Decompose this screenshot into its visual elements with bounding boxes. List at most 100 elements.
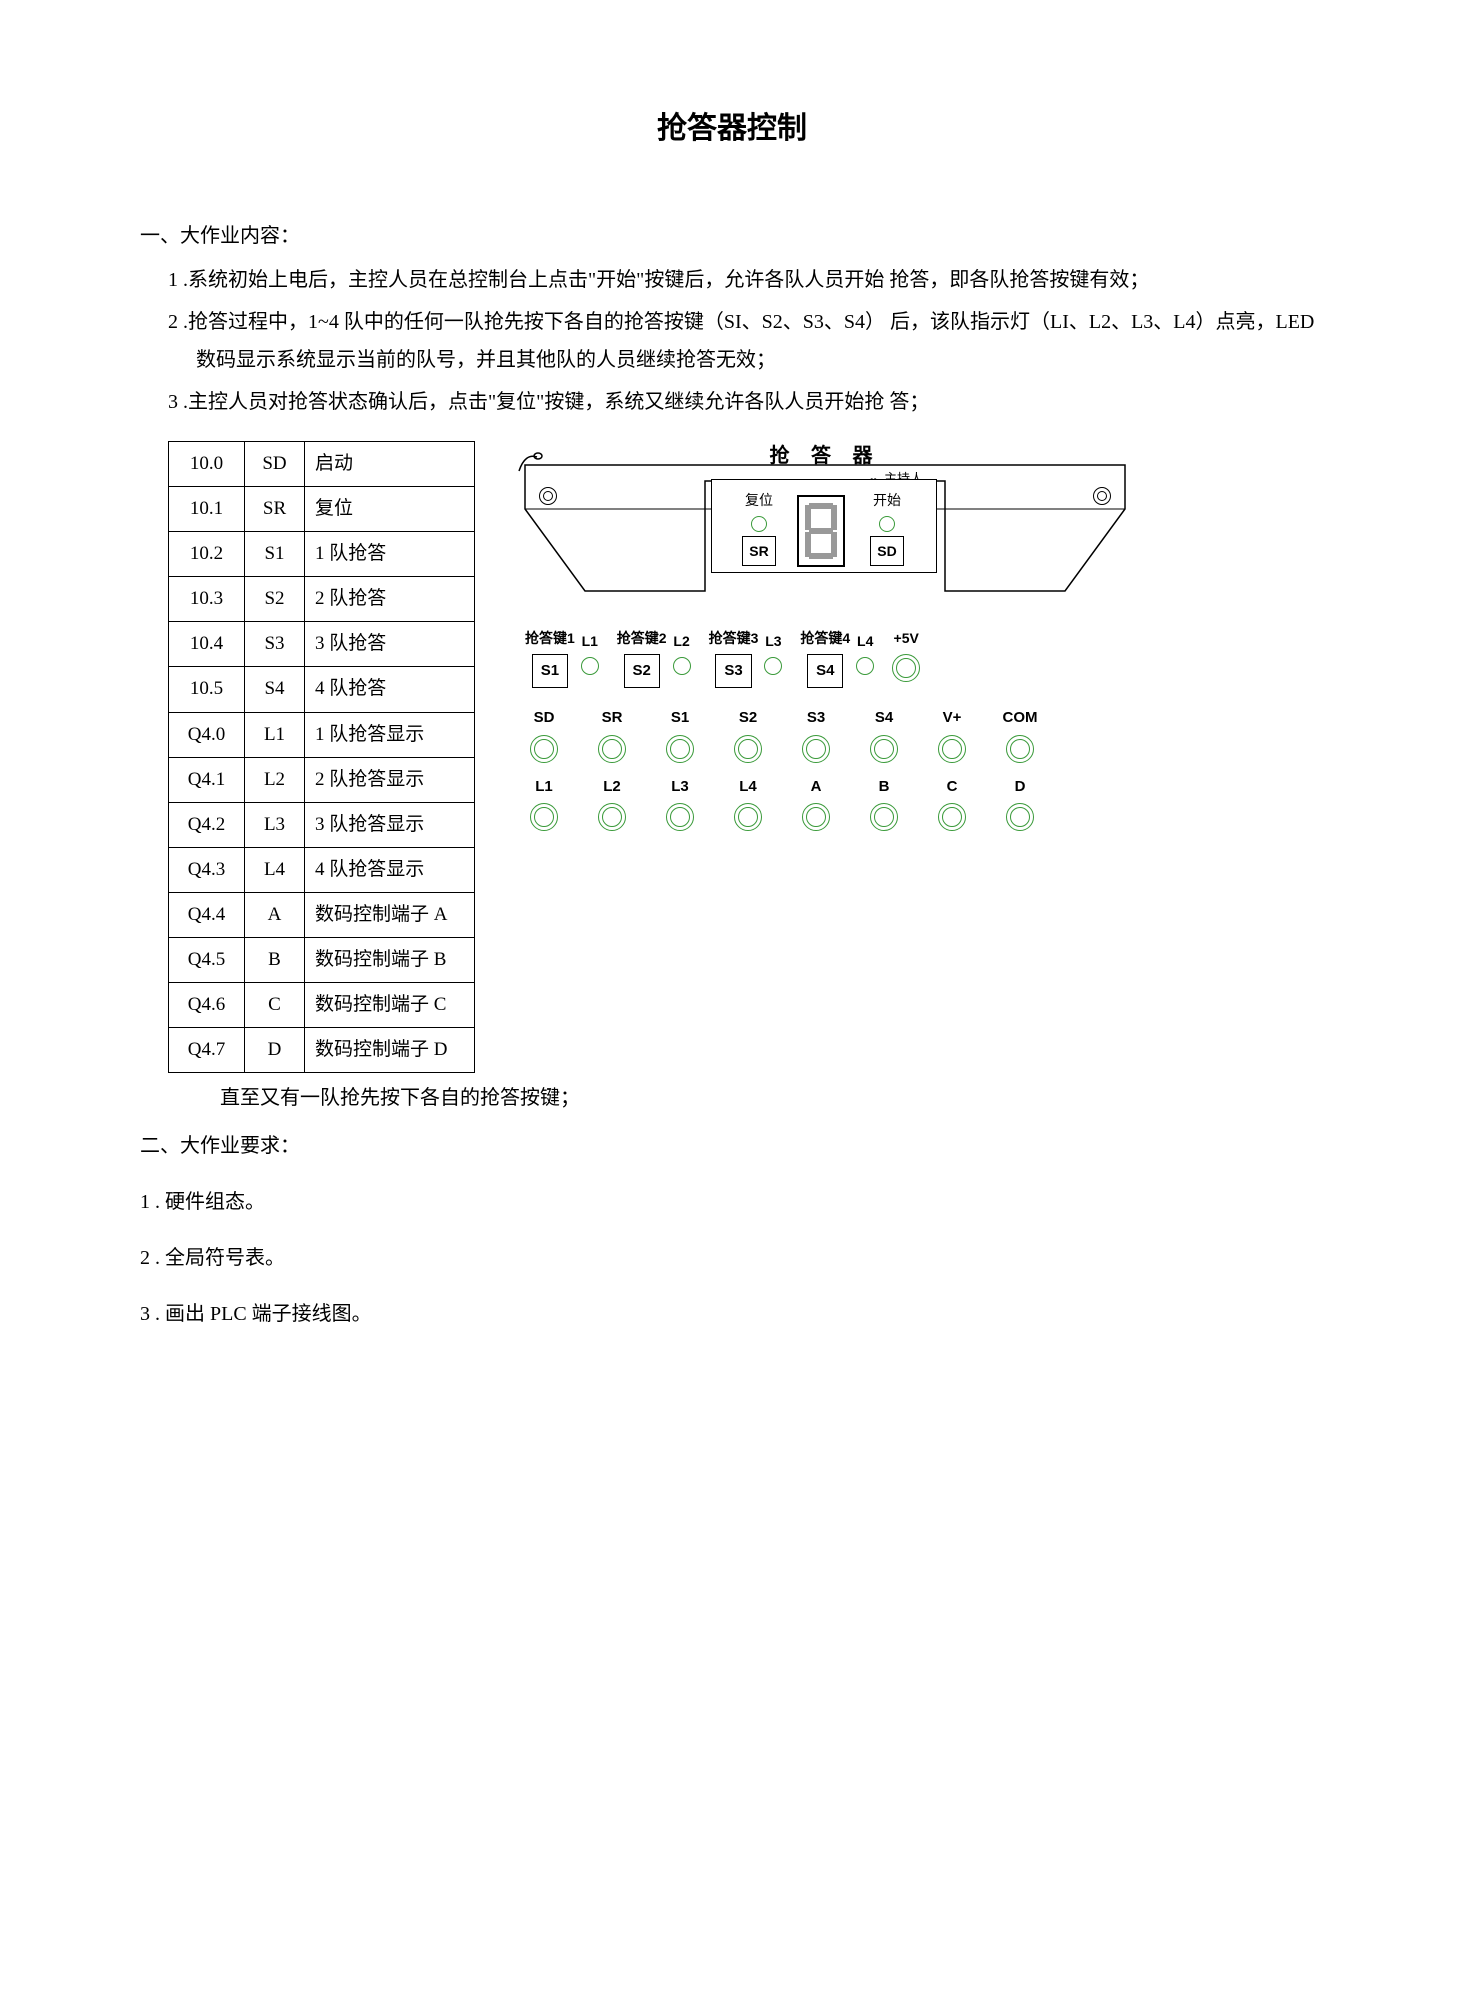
terminal-label: L3: [661, 773, 699, 802]
terminal-label: L4: [729, 773, 767, 802]
table-cell: Q4.1: [169, 757, 245, 802]
terminal: SD: [525, 704, 563, 763]
start-button-group: 开始 SD: [857, 487, 917, 566]
terminal: C: [933, 773, 971, 832]
plus5v-terminal: +5V: [892, 625, 920, 682]
table-cell: A: [245, 892, 305, 937]
table-cell: 10.2: [169, 532, 245, 577]
table-cell: 数码控制端子 B: [305, 938, 475, 983]
screw-icon: [539, 487, 557, 505]
table-row: Q4.5B数码控制端子 B: [169, 938, 475, 983]
terminal-label: V+: [933, 704, 971, 733]
section1-item-1: 1 .系统初始上电后，主控人员在总控制台上点击"开始"按键后，允许各队人员开始 …: [140, 261, 1324, 299]
table-cell: L2: [245, 757, 305, 802]
terminal: S4: [865, 704, 903, 763]
terminal-label: C: [933, 773, 971, 802]
seven-segment-display: [797, 495, 845, 567]
reset-led-icon: [751, 516, 767, 532]
terminal: S2: [729, 704, 767, 763]
table-cell: S4: [245, 667, 305, 712]
table-cell: 1 队抢答: [305, 532, 475, 577]
table-row: 10.3S22 队抢答: [169, 577, 475, 622]
table-cell: 数码控制端子 A: [305, 892, 475, 937]
team-key[interactable]: S3: [715, 654, 751, 689]
table-cell: B: [245, 938, 305, 983]
table-cell: 启动: [305, 442, 475, 487]
terminal-icon: [870, 803, 898, 831]
terminal: V+: [933, 704, 971, 763]
section2-heading: 二、大作业要求：: [140, 1127, 1324, 1165]
table-cell: L4: [245, 847, 305, 892]
terminal: COM: [1001, 704, 1039, 763]
terminal: SR: [593, 704, 631, 763]
reset-key[interactable]: SR: [742, 536, 775, 567]
section2-item-1: 1 . 硬件组态。: [140, 1183, 1324, 1221]
table-cell: 4 队抢答显示: [305, 847, 475, 892]
start-led-icon: [879, 516, 895, 532]
table-cell: 10.3: [169, 577, 245, 622]
led-icon: [673, 657, 691, 675]
table-row: 10.2S11 队抢答: [169, 532, 475, 577]
terminal: A: [797, 773, 835, 832]
table-cell: L1: [245, 712, 305, 757]
terminal: L4: [729, 773, 767, 832]
team-key[interactable]: S2: [624, 654, 660, 689]
team-keys-row: 抢答键1 S1 L1 抢答键2 S2 L2 抢答键3 S3 L3 抢答键4 S4…: [515, 625, 1324, 688]
terminal-grid: SDSRS1S2S3S4V+COM L1L2L3L4ABCD: [515, 704, 1324, 831]
led-icon: [856, 657, 874, 675]
table-cell: Q4.5: [169, 938, 245, 983]
table-cell: Q4.2: [169, 802, 245, 847]
terminal-label: L1: [525, 773, 563, 802]
section1-item-3: 3 .主控人员对抢答状态确认后，点击"复位"按键，系统又继续允许各队人员开始抢 …: [140, 383, 1324, 421]
table-cell: 10.0: [169, 442, 245, 487]
terminal-icon: [892, 654, 920, 682]
table-row: Q4.4A数码控制端子 A: [169, 892, 475, 937]
team-unit: 抢答键1 S1 L1: [525, 625, 599, 688]
terminal: S1: [661, 704, 699, 763]
terminal-icon: [938, 735, 966, 763]
table-row: Q4.6C数码控制端子 C: [169, 983, 475, 1028]
terminal-icon: [734, 803, 762, 831]
table-cell: 复位: [305, 487, 475, 532]
table-row: Q4.1L22 队抢答显示: [169, 757, 475, 802]
terminal-label: A: [797, 773, 835, 802]
terminal-label: S1: [661, 704, 699, 733]
table-cell: S3: [245, 622, 305, 667]
screw-icon: [1093, 487, 1111, 505]
table-cell: 3 队抢答显示: [305, 802, 475, 847]
table-cell: 3 队抢答: [305, 622, 475, 667]
terminal: S3: [797, 704, 835, 763]
section2-item-3: 3 . 画出 PLC 端子接线图。: [140, 1295, 1324, 1333]
team-led-label: L4: [856, 628, 874, 655]
table-cell: SD: [245, 442, 305, 487]
table-row: Q4.7D数码控制端子 D: [169, 1028, 475, 1073]
table-cell: 2 队抢答: [305, 577, 475, 622]
team-key[interactable]: S1: [532, 654, 568, 689]
table-row: Q4.2L33 队抢答显示: [169, 802, 475, 847]
table-cell: 2 队抢答显示: [305, 757, 475, 802]
table-cell: SR: [245, 487, 305, 532]
table-cell: 4 队抢答: [305, 667, 475, 712]
page-title: 抢答器控制: [140, 100, 1324, 157]
table-cell: S2: [245, 577, 305, 622]
terminal: L1: [525, 773, 563, 832]
table-cell: 10.5: [169, 667, 245, 712]
team-key[interactable]: S4: [807, 654, 843, 689]
team-unit: 抢答键2 S2 L2: [617, 625, 691, 688]
start-key[interactable]: SD: [870, 536, 903, 567]
team-key-label: 抢答键2: [617, 625, 667, 652]
terminal: L2: [593, 773, 631, 832]
team-led-label: L1: [581, 628, 599, 655]
section1-heading: 一、大作业内容：: [140, 217, 1324, 255]
section2-item-2: 2 . 全局符号表。: [140, 1239, 1324, 1277]
terminal-label: SR: [593, 704, 631, 733]
terminal-label: D: [1001, 773, 1039, 802]
table-row: 10.0SD启动: [169, 442, 475, 487]
table-row: Q4.0L11 队抢答显示: [169, 712, 475, 757]
terminal-icon: [666, 735, 694, 763]
terminal-icon: [598, 735, 626, 763]
team-led-label: L2: [673, 628, 691, 655]
team-unit: 抢答键4 S4 L4: [800, 625, 874, 688]
console-panel: 抢 答 器 ∞ 主持人 复位 SR 开始 SD: [515, 441, 1135, 601]
microphone-icon: [515, 451, 545, 473]
